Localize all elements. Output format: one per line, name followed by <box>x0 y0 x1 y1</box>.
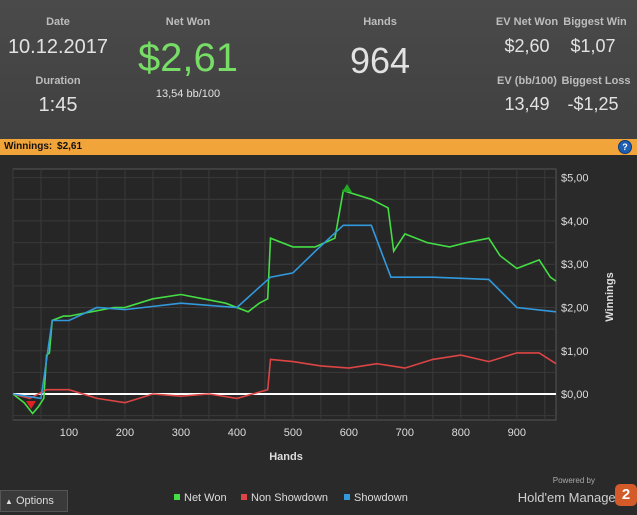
help-icon[interactable]: ? <box>618 140 632 154</box>
y-axis-label: Winnings <box>604 272 616 321</box>
max-marker-icon <box>342 184 352 192</box>
x-axis-ticks: 100 200 300 400 500 600 700 800 900 <box>60 427 526 439</box>
net-won-bb: 13,54 bb/100 <box>155 88 221 100</box>
series-lines <box>12 189 557 415</box>
x-tick-label: 300 <box>172 427 190 439</box>
biggest-win-value: $1,07 <box>570 36 616 56</box>
ev-net-won-value: $2,60 <box>504 36 550 56</box>
y-tick-label: $5,00 <box>561 173 589 185</box>
stats-panel: Date 10.12.2017 Duration 1:45 Net Won $2… <box>0 0 637 139</box>
ev-net-won-label: EV Net Won <box>495 16 559 28</box>
duration-label: Duration <box>35 75 81 87</box>
footer <box>0 487 637 515</box>
duration-value: 1:45 <box>38 94 78 116</box>
hands-label: Hands <box>363 16 397 28</box>
date-value: 10.12.2017 <box>7 36 109 58</box>
chevron-up-icon: ▲ <box>5 497 13 506</box>
ev-bb-value: 13,49 <box>504 94 550 114</box>
ev-bb-label: EV (bb/100) <box>497 75 557 87</box>
winnings-label: Winnings: <box>4 141 53 152</box>
non-showdown-line <box>12 352 557 404</box>
min-marker-icon <box>26 401 36 409</box>
net-won-label: Net Won <box>165 16 211 28</box>
x-tick-label: 400 <box>228 427 246 439</box>
powered-by: Powered by <box>552 476 595 485</box>
x-tick-label: 700 <box>396 427 414 439</box>
brand-logo: Powered by Hold'em Manager 2 <box>517 476 637 506</box>
y-axis-ticks: $0,00 $1,00 $2,00 $3,00 $4,00 $5,00 <box>561 173 589 401</box>
plot-background <box>12 168 557 421</box>
legend-swatch-non-showdown <box>241 494 247 500</box>
y-tick-label: $2,00 <box>561 302 589 314</box>
y-tick-label: $1,00 <box>561 346 589 358</box>
legend-swatch-showdown <box>344 494 350 500</box>
showdown-line <box>12 224 557 400</box>
y-tick-label: $0,00 <box>561 389 589 401</box>
winnings-amount: $2,61 <box>57 141 83 152</box>
options-button[interactable]: ▲ Options <box>0 490 68 512</box>
legend-swatch-net-won <box>174 494 180 500</box>
brand-badge: 2 <box>615 484 637 506</box>
x-axis-label: Hands <box>269 451 303 463</box>
legend-non-showdown[interactable]: Non Showdown <box>241 492 328 504</box>
legend-showdown[interactable]: Showdown <box>344 492 408 504</box>
chart-area: $0,00 $1,00 $2,00 $3,00 $4,00 $5,00 100 200 300… <box>0 155 637 487</box>
x-tick-label: 100 <box>60 427 78 439</box>
net-won-line <box>12 189 557 415</box>
winnings-banner: Winnings: $2,61 ? <box>0 139 637 155</box>
x-tick-label: 600 <box>340 427 358 439</box>
x-tick-label: 200 <box>116 427 134 439</box>
hands-value: 964 <box>349 40 411 81</box>
legend-label-non-showdown: Non Showdown <box>251 492 329 504</box>
legend-net-won[interactable]: Net Won <box>174 492 227 504</box>
biggest-win-label: Biggest Win <box>563 16 627 28</box>
winnings-chart: $0,00 $1,00 $2,00 $3,00 $4,00 $5,00 100 200 300… <box>12 168 616 463</box>
legend-label-net-won: Net Won <box>184 492 227 504</box>
x-tick-label: 800 <box>452 427 470 439</box>
brand-name: Hold'em Manager <box>517 490 620 505</box>
biggest-loss-value: -$1,25 <box>567 94 619 114</box>
options-label: Options <box>15 495 54 507</box>
x-tick-label: 500 <box>284 427 302 439</box>
x-tick-label: 900 <box>508 427 526 439</box>
y-tick-label: $4,00 <box>561 216 589 228</box>
biggest-loss-label: Biggest Loss <box>561 75 631 87</box>
net-won-value: $2,61 <box>137 36 239 80</box>
y-tick-label: $3,00 <box>561 259 589 271</box>
date-label: Date <box>46 16 70 28</box>
legend-label-showdown: Showdown <box>354 492 408 504</box>
